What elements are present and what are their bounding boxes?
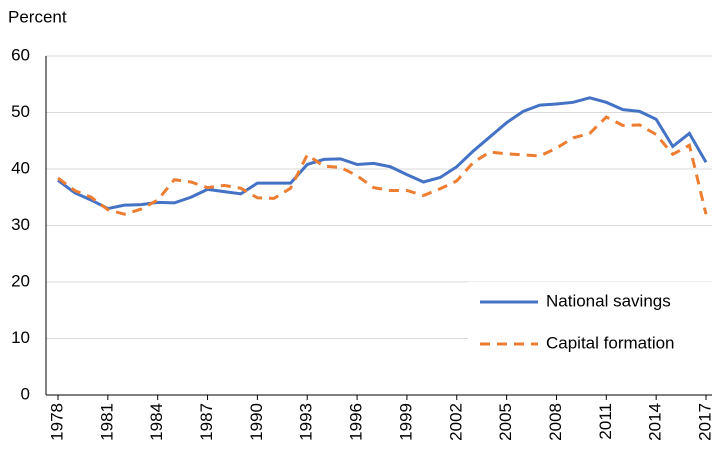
legend-label: National savings <box>546 291 671 310</box>
y-tick-label: 30 <box>11 215 30 234</box>
y-tick-label: 50 <box>11 102 30 121</box>
x-tick-label: 2008 <box>546 403 565 441</box>
y-tick-label: 60 <box>11 45 30 64</box>
x-tick-label: 2005 <box>496 403 515 441</box>
y-tick-label: 20 <box>11 271 30 290</box>
legend-label: Capital formation <box>546 333 675 352</box>
x-tick-label: 1993 <box>297 403 316 441</box>
x-tick-label: 1999 <box>396 403 415 441</box>
line <box>57 115 708 216</box>
line <box>57 96 708 211</box>
x-tick-label: 2002 <box>446 403 465 441</box>
y-tick-label: 0 <box>21 384 30 403</box>
x-tick-label: 1996 <box>347 403 366 441</box>
y-tick-label: 40 <box>11 158 30 177</box>
x-tick-label: 1978 <box>47 403 66 441</box>
x-tick-label: 2017 <box>695 403 714 441</box>
x-tick-label: 1990 <box>247 403 266 441</box>
y-tick-label: 10 <box>11 328 30 347</box>
x-tick-label: 2014 <box>646 403 665 441</box>
x-tick-label: 1987 <box>197 403 216 441</box>
x-tick-label: 1981 <box>97 403 116 441</box>
legend-box <box>468 282 712 362</box>
y-axis-label: Percent <box>8 7 67 26</box>
x-tick-label: 2011 <box>596 403 615 440</box>
x-tick-label: 1984 <box>147 403 166 441</box>
